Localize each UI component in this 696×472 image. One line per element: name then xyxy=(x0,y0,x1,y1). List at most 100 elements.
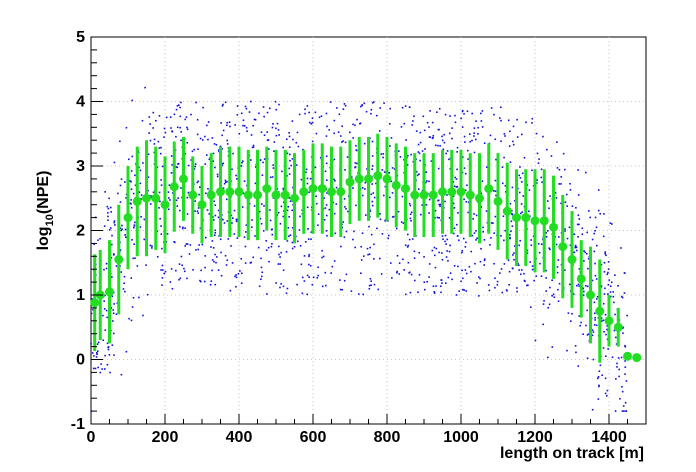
profile-point xyxy=(595,306,605,316)
scatter-point xyxy=(451,137,453,140)
scatter-point xyxy=(314,111,317,114)
scatter-point xyxy=(196,118,199,121)
scatter-point xyxy=(286,152,289,155)
scatter-point xyxy=(540,243,543,246)
scatter-point xyxy=(368,225,370,228)
scatter-point xyxy=(183,267,185,270)
scatter-point xyxy=(260,257,262,260)
scatter-point xyxy=(360,272,362,275)
scatter-point xyxy=(623,292,626,294)
scatter-point xyxy=(163,127,166,130)
scatter-point xyxy=(304,241,307,243)
scatter-point xyxy=(622,332,624,334)
scatter-point xyxy=(606,395,608,397)
scatter-point xyxy=(454,121,457,124)
scatter-point xyxy=(248,111,251,113)
scatter-point xyxy=(213,260,215,263)
scatter-point xyxy=(380,153,383,155)
scatter-point xyxy=(453,185,456,188)
scatter-point xyxy=(457,265,459,268)
scatter-point xyxy=(285,292,288,295)
scatter-point xyxy=(516,136,519,138)
scatter-point xyxy=(329,101,332,103)
scatter-point xyxy=(315,132,318,135)
scatter-point xyxy=(218,150,220,153)
scatter-point xyxy=(148,132,150,134)
scatter-point xyxy=(371,140,374,143)
profile-point xyxy=(521,213,531,223)
scatter-point xyxy=(586,334,589,336)
scatter-point xyxy=(382,156,384,159)
scatter-point xyxy=(582,294,585,296)
scatter-point xyxy=(352,187,354,189)
scatter-point xyxy=(614,274,616,276)
scatter-point xyxy=(155,119,157,122)
scatter-point xyxy=(540,275,543,277)
scatter-point xyxy=(212,216,214,218)
scatter-point xyxy=(620,295,623,298)
scatter-point xyxy=(604,287,606,290)
scatter-point xyxy=(606,273,609,276)
y-axis-title-sub: 10 xyxy=(44,214,56,226)
scatter-point xyxy=(467,201,470,204)
scatter-point xyxy=(104,368,106,370)
scatter-point xyxy=(315,202,318,205)
scatter-point xyxy=(342,140,344,142)
scatter-point xyxy=(175,269,177,272)
scatter-point xyxy=(368,287,371,290)
scatter-point xyxy=(202,106,204,109)
scatter-point xyxy=(231,168,233,171)
scatter-point xyxy=(206,209,209,211)
scatter-point xyxy=(413,115,415,118)
scatter-point xyxy=(476,237,478,239)
scatter-point xyxy=(384,185,387,188)
scatter-point xyxy=(204,255,207,257)
scatter-point xyxy=(571,205,574,207)
scatter-point xyxy=(113,254,115,256)
scatter-point xyxy=(380,273,383,275)
scatter-point xyxy=(587,257,590,260)
scatter-point xyxy=(389,123,391,125)
scatter-point xyxy=(437,167,440,170)
scatter-point xyxy=(437,128,440,131)
scatter-point xyxy=(364,188,366,190)
scatter-point xyxy=(275,127,277,130)
scatter-point xyxy=(224,179,227,182)
scatter-point xyxy=(371,155,374,157)
scatter-point xyxy=(486,166,488,168)
scatter-point xyxy=(288,197,291,199)
scatter-point xyxy=(359,122,362,125)
scatter-point xyxy=(110,307,112,309)
scatter-point xyxy=(441,252,443,254)
scatter-point xyxy=(575,351,577,354)
scatter-point xyxy=(360,245,362,248)
scatter-point xyxy=(475,239,477,241)
scatter-point xyxy=(604,252,606,255)
scatter-point xyxy=(107,346,110,348)
scatter-point xyxy=(153,143,156,145)
scatter-point xyxy=(179,277,182,280)
scatter-point xyxy=(408,106,411,109)
scatter-point xyxy=(113,161,116,164)
scatter-point xyxy=(516,287,518,289)
scatter-point xyxy=(483,258,486,260)
scatter-point xyxy=(607,293,609,295)
scatter-point xyxy=(147,153,150,156)
scatter-point xyxy=(362,293,365,296)
scatter-point xyxy=(235,276,238,279)
profile-point xyxy=(317,184,327,194)
scatter-point xyxy=(398,150,400,152)
scatter-point xyxy=(306,274,309,277)
scatter-point xyxy=(263,134,266,137)
scatter-point xyxy=(142,314,144,317)
scatter-point xyxy=(465,272,468,275)
scatter-point xyxy=(549,286,551,289)
scatter-point xyxy=(624,373,626,375)
scatter-point xyxy=(507,119,510,122)
scatter-point xyxy=(194,165,197,168)
scatter-point xyxy=(560,202,562,205)
scatter-point xyxy=(575,246,578,249)
scatter-point xyxy=(624,345,627,348)
profile-point xyxy=(308,184,318,194)
